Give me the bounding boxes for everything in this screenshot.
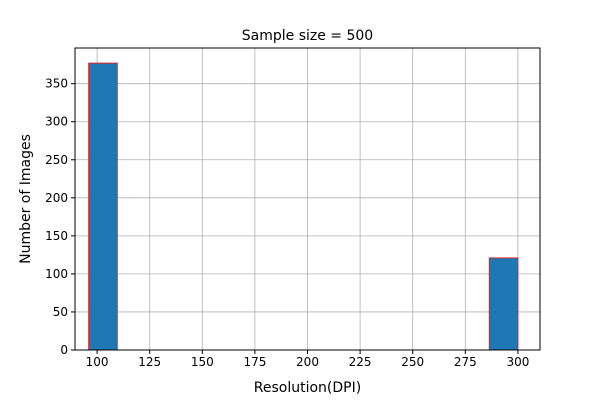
y-tick-label: 200 xyxy=(45,191,68,205)
histogram-bar xyxy=(488,257,519,351)
y-tick-label: 350 xyxy=(45,77,68,91)
y-tick-label: 250 xyxy=(45,153,68,167)
chart-title: Sample size = 500 xyxy=(242,28,373,44)
y-tick-label: 50 xyxy=(53,305,68,319)
x-tick-label: 125 xyxy=(138,355,161,369)
x-tick-label: 200 xyxy=(296,355,319,369)
y-axis-label: Number of Images xyxy=(18,134,34,264)
x-tick-label: 150 xyxy=(191,355,214,369)
histogram-bar xyxy=(88,62,118,351)
x-tick-label: 250 xyxy=(401,355,424,369)
y-tick-label: 0 xyxy=(60,343,68,357)
x-axis-label: Resolution(DPI) xyxy=(254,380,361,396)
bar-layer xyxy=(88,62,519,351)
x-tick-label: 300 xyxy=(506,355,529,369)
y-tick-label: 150 xyxy=(45,229,68,243)
x-tick-label: 175 xyxy=(243,355,266,369)
y-tick-label: 100 xyxy=(45,267,68,281)
y-tick-label: 300 xyxy=(45,115,68,129)
x-tick-label: 225 xyxy=(349,355,372,369)
x-tick-label: 275 xyxy=(454,355,477,369)
x-tick-label: 100 xyxy=(86,355,109,369)
tick-layer: 100 125 150 175 200 225 250 275 300 0 50 100 150 200 2… xyxy=(45,77,529,369)
grid-layer xyxy=(75,48,540,351)
